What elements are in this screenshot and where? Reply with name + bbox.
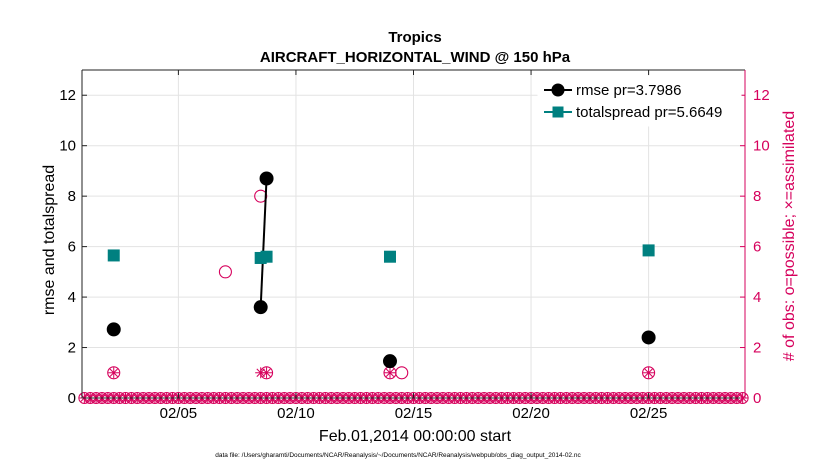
legend-totalspread-marker	[552, 106, 564, 118]
obs-possible-marker	[395, 366, 409, 380]
y2-axis-label: # of obs: o=possible; ×=assimilated	[781, 111, 798, 361]
x-axis-label: Feb.01,2014 00:00:00 start	[319, 428, 512, 445]
x-tick-label: 02/15	[395, 405, 433, 422]
rmse-point	[106, 322, 121, 337]
y-tick-label: 2	[68, 340, 76, 357]
y2-tick-label: 2	[753, 340, 761, 357]
y-tick-label: 0	[68, 390, 76, 407]
legend-totalspread-label: totalspread pr=5.6649	[576, 104, 722, 121]
data-file-footnote: data file: /Users/gharamti/Documents/NCA…	[215, 452, 581, 459]
legend-rmse-marker	[551, 83, 565, 97]
y-tick-label: 4	[68, 289, 76, 306]
y-tick-label: 10	[59, 138, 76, 155]
y2-tick-label: 4	[753, 289, 761, 306]
y2-tick-label: 10	[753, 138, 770, 155]
legend-box	[537, 75, 742, 127]
totalspread-point	[107, 249, 120, 262]
totalspread-point	[383, 250, 396, 263]
chart-subtitle: AIRCRAFT_HORIZONTAL_WIND @ 150 hPa	[260, 49, 571, 66]
y-tick-label: 6	[68, 239, 76, 256]
x-tick-label: 02/05	[160, 405, 198, 422]
y-tick-label: 12	[59, 87, 76, 104]
obs-possible-marker	[642, 366, 656, 380]
totalspread-point	[642, 244, 655, 257]
obs-assimilated-marker	[261, 367, 273, 379]
obs-possible-marker	[107, 366, 121, 380]
y2-tick-label: 12	[753, 87, 770, 104]
obs-assimilated-marker	[643, 367, 655, 379]
x-tick-label: 02/25	[630, 405, 668, 422]
chart-title: Tropics	[388, 29, 441, 46]
y-axis-label: rmse and totalspread	[41, 165, 58, 315]
obs-assimilated-marker	[108, 367, 120, 379]
rmse-point	[382, 354, 397, 369]
y2-tick-label: 6	[753, 239, 761, 256]
x-tick-label: 02/20	[512, 405, 550, 422]
rmse-point	[253, 300, 268, 315]
y2-tick-label: 8	[753, 188, 761, 205]
obs-possible-marker	[218, 265, 232, 279]
totalspread-point	[260, 250, 273, 263]
rmse-point	[641, 330, 656, 345]
y-tick-label: 8	[68, 188, 76, 205]
x-tick-label: 02/10	[277, 405, 315, 422]
obs-assimilated-marker	[384, 367, 396, 379]
legend-rmse-label: rmse pr=3.7986	[576, 82, 681, 99]
rmse-line-segment	[259, 178, 268, 308]
rmse-point	[259, 171, 274, 186]
y2-tick-label: 0	[753, 390, 761, 407]
